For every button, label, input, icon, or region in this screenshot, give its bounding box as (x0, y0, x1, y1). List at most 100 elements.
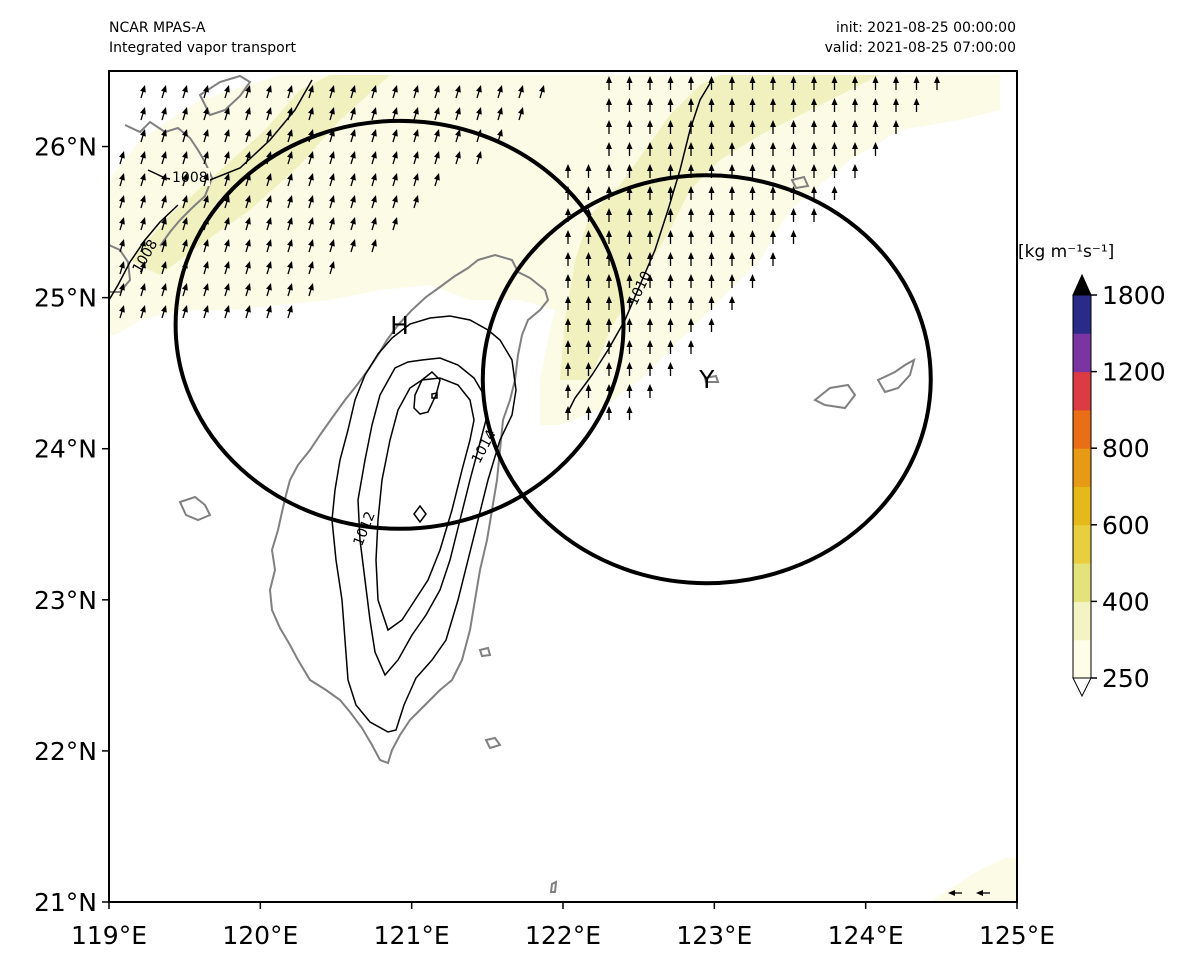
contour-1012-inner (357, 357, 487, 677)
ivt-arrow (749, 208, 756, 222)
yonaguni-coast (703, 374, 720, 383)
ivt-arrow (790, 230, 797, 244)
ivt-arrow (266, 195, 272, 209)
colorbar-segment (1073, 371, 1091, 411)
ivt-arrow (329, 239, 335, 253)
figure-header-left: NCAR MPAS-A Integrated vapor transport (109, 18, 296, 58)
ivt-arrow (434, 173, 440, 187)
ivt-arrow (708, 318, 715, 332)
ivt-arrow (688, 120, 694, 134)
lat-tick-label: 26°N (34, 133, 97, 162)
ivt-arrow (182, 239, 188, 253)
ivt-arrow (893, 98, 899, 112)
ivt-arrow (371, 217, 377, 231)
ivt-arrow (245, 129, 251, 143)
ivt-arrow (606, 208, 612, 222)
ivt-arrow (770, 98, 776, 112)
colorbar-segment (1073, 601, 1091, 641)
ivt-arrow (565, 296, 571, 310)
contour-small-dot (431, 392, 438, 399)
ivt-arrow (831, 164, 838, 178)
ivt-arrow (413, 107, 419, 121)
ivt-arrow (893, 120, 899, 134)
ivt-arrow (749, 252, 756, 266)
colorbar-segment (1073, 333, 1091, 373)
ivt-arrow (476, 107, 482, 121)
ivt-arrow (667, 340, 674, 354)
ivt-arrow (287, 305, 293, 319)
ivt-arrow (266, 239, 272, 253)
ivt-arrow (811, 120, 817, 134)
typhoon-circles: HY (173, 118, 933, 586)
ivt-arrow (626, 252, 633, 266)
ivt-arrow (350, 107, 356, 121)
ivt-arrow (667, 362, 674, 376)
contour-small-closed (413, 504, 427, 524)
ivt-arrow (790, 120, 797, 134)
ivt-arrow (287, 85, 293, 99)
taiwan-coast (268, 253, 550, 765)
ivt-arrow (708, 98, 715, 112)
ivt-arrow (392, 217, 398, 231)
ivt-arrow (811, 98, 817, 112)
ivt-arrow (455, 151, 461, 165)
ivt-arrow (667, 120, 674, 134)
ivt-arrow (161, 107, 167, 121)
ivt-arrow (770, 208, 776, 222)
ivt-arrow (308, 195, 314, 209)
ivt-arrow (518, 107, 524, 121)
ivt-arrow (606, 362, 612, 376)
ivt-arrow (434, 129, 440, 143)
colorbar-segment (1073, 295, 1091, 334)
ivt-arrow (585, 230, 592, 244)
ivt-arrow (770, 142, 776, 156)
ivt-arrow (350, 195, 356, 209)
ivt-arrow (647, 274, 653, 288)
lon-tick-label: 122°E (525, 921, 601, 950)
ivt-arrow (872, 98, 879, 112)
ivt-arrow (224, 195, 230, 209)
ivt-arrow (667, 296, 674, 310)
ivt-arrow (852, 76, 858, 90)
ivt-arrow (790, 76, 797, 90)
init-time: init: 2021-08-25 00:00:00 (836, 20, 1016, 36)
ivt-arrow (203, 305, 209, 319)
ivt-arrow (392, 85, 398, 99)
ivt-arrow (413, 129, 419, 143)
ivt-arrow (647, 186, 653, 200)
ivt-arrow (647, 384, 653, 398)
ivt-arrow (872, 76, 879, 90)
ivt-arrow (140, 305, 146, 319)
ivt-arrow (688, 142, 694, 156)
ivt-arrow (647, 230, 653, 244)
colorbar-extend-max (1072, 273, 1092, 296)
ivt-arrow (224, 129, 230, 143)
ivt-arrow (606, 318, 612, 332)
ivt-arrow (790, 164, 797, 178)
ivt-arrow (647, 76, 653, 90)
contour-label-1008-north: 1008 (172, 170, 208, 186)
ivt-arrow (770, 230, 776, 244)
ivt-arrow (161, 151, 167, 165)
ivt-arrow (413, 151, 419, 165)
ivt-arrow (140, 195, 146, 209)
ivt-arrow (350, 173, 356, 187)
ivt-arrow (667, 186, 674, 200)
ivt-arrow (119, 151, 125, 165)
colorbar-tick-label: 1800 (1102, 281, 1166, 310)
ivt-arrow (831, 142, 838, 156)
colorbar-tick-label: 600 (1102, 511, 1150, 540)
ivt-arrow (434, 85, 440, 99)
ivt-arrow (688, 340, 694, 354)
ivt-arrow (708, 274, 715, 288)
ivt-arrow (140, 217, 146, 231)
ivt-arrow (585, 274, 592, 288)
colorbar-frame (1072, 294, 1092, 679)
ivt-arrow (140, 239, 146, 253)
ivt-arrow (434, 151, 440, 165)
ivt-arrow (647, 120, 653, 134)
typhoon-radius-circle (480, 173, 933, 586)
ivt-arrow (647, 318, 653, 332)
ivt-arrow (476, 85, 482, 99)
